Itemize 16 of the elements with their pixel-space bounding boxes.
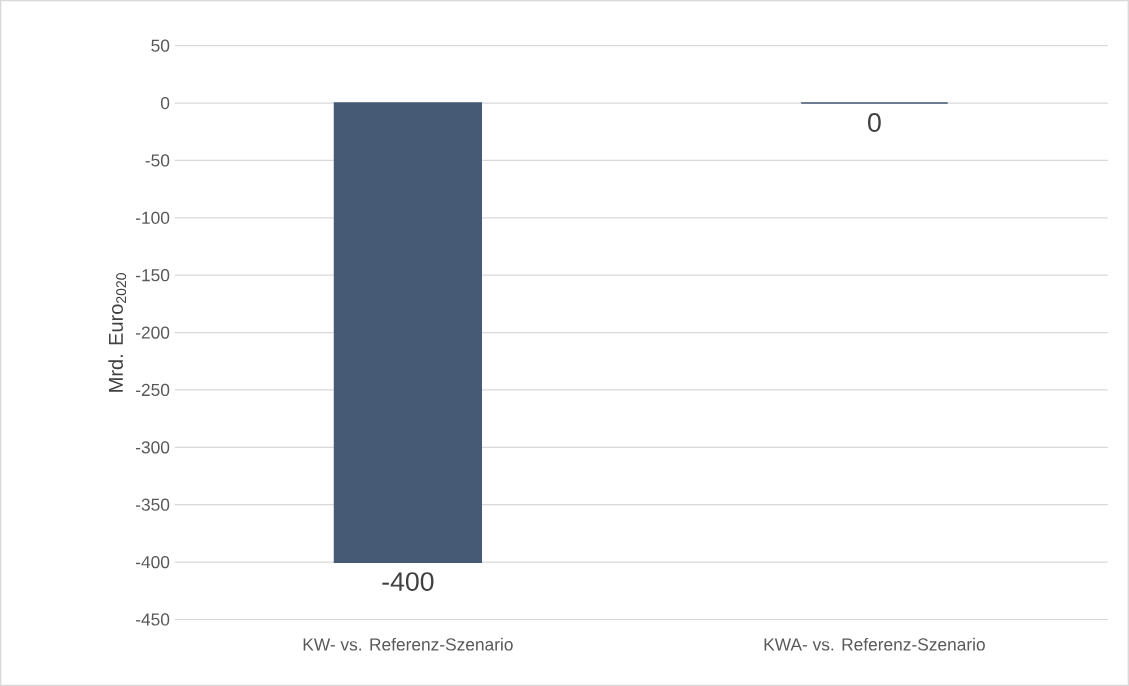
data-label: -400 xyxy=(382,572,434,591)
y-tick-label: -350 xyxy=(136,498,170,511)
y-tick-label: 50 xyxy=(151,39,170,52)
y-axis-title: Mrd. Euro$_{2020}$ xyxy=(108,273,127,392)
y-tick-label: -200 xyxy=(136,326,170,339)
y-tick-label: -50 xyxy=(145,154,170,167)
y-tick-label: -150 xyxy=(136,268,170,282)
y-tick-label: -100 xyxy=(136,211,170,224)
x-tick-label: KWA- vs. Referenz-Szenario xyxy=(764,637,985,651)
x-tick-label: KW- vs. Referenz-Szenario xyxy=(303,637,513,651)
y-tick-label: -250 xyxy=(136,383,170,397)
y-tick-label: -300 xyxy=(136,441,170,454)
y-tick-label: -400 xyxy=(136,555,170,569)
data-label: 0 xyxy=(868,113,881,132)
y-tick-label: 0 xyxy=(160,96,170,110)
y-tick-label: -450 xyxy=(136,613,170,626)
